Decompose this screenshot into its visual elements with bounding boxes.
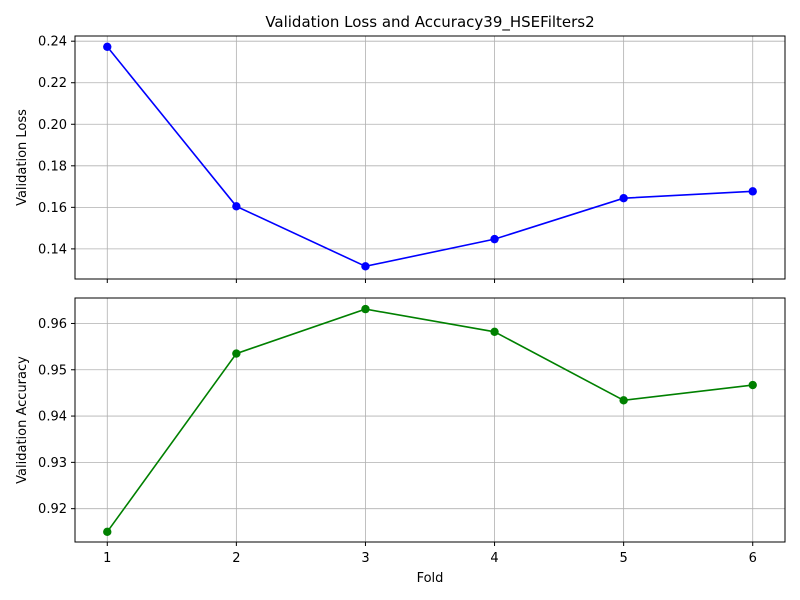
- series-line: [106, 308, 753, 533]
- y-axis-label: Validation Loss: [15, 109, 30, 206]
- y-tick-label: 0.94: [38, 410, 67, 425]
- y-tick-label: 0.96: [38, 317, 67, 332]
- data-point: [103, 527, 112, 537]
- accuracy-panel: 1 2 3 4 5 6 0.92 0.93 0.94 0.95 0.96 Validation Acc…: [15, 297, 786, 586]
- data-point: [232, 202, 241, 211]
- x-axis-label: Fold: [417, 571, 444, 586]
- x-tick-label: 1: [103, 551, 111, 566]
- loss-panel: 0.14 0.16 0.18 0.20 0.22 0.24 Validation Loss: [15, 35, 786, 283]
- x-tick-label: 6: [749, 551, 757, 566]
- y-tick-label: 0.20: [38, 118, 67, 133]
- data-point: [361, 304, 370, 314]
- y-tick-label: 0.92: [38, 502, 67, 517]
- y-tick-label: 0.14: [38, 242, 67, 257]
- x-tick-label: 5: [619, 551, 627, 566]
- y-tick-label: 0.18: [38, 159, 67, 174]
- series-line: [106, 46, 753, 268]
- y-tick-label: 0.16: [38, 201, 67, 216]
- data-point: [103, 42, 112, 51]
- data-point: [361, 262, 370, 271]
- data-point: [232, 349, 241, 358]
- y-axis-label: Validation Accuracy: [15, 356, 30, 484]
- x-tick-label: 4: [490, 551, 498, 566]
- y-tick-label: 0.24: [38, 35, 67, 50]
- data-point: [490, 234, 499, 244]
- chart-title: Validation Loss and Accuracy39_HSEFilter…: [265, 13, 594, 32]
- data-point: [748, 380, 757, 390]
- y-tick-label: 0.22: [38, 76, 67, 91]
- axes-frame: [74, 35, 786, 280]
- y-tick-label: 0.95: [38, 363, 67, 378]
- x-tick-label: 3: [361, 551, 369, 566]
- data-point: [619, 396, 628, 405]
- data-point: [619, 194, 628, 203]
- x-tick-label: 2: [232, 551, 240, 566]
- data-point: [748, 187, 757, 196]
- data-point: [490, 327, 499, 336]
- y-tick-label: 0.93: [38, 456, 67, 471]
- axes-frame: [74, 297, 786, 543]
